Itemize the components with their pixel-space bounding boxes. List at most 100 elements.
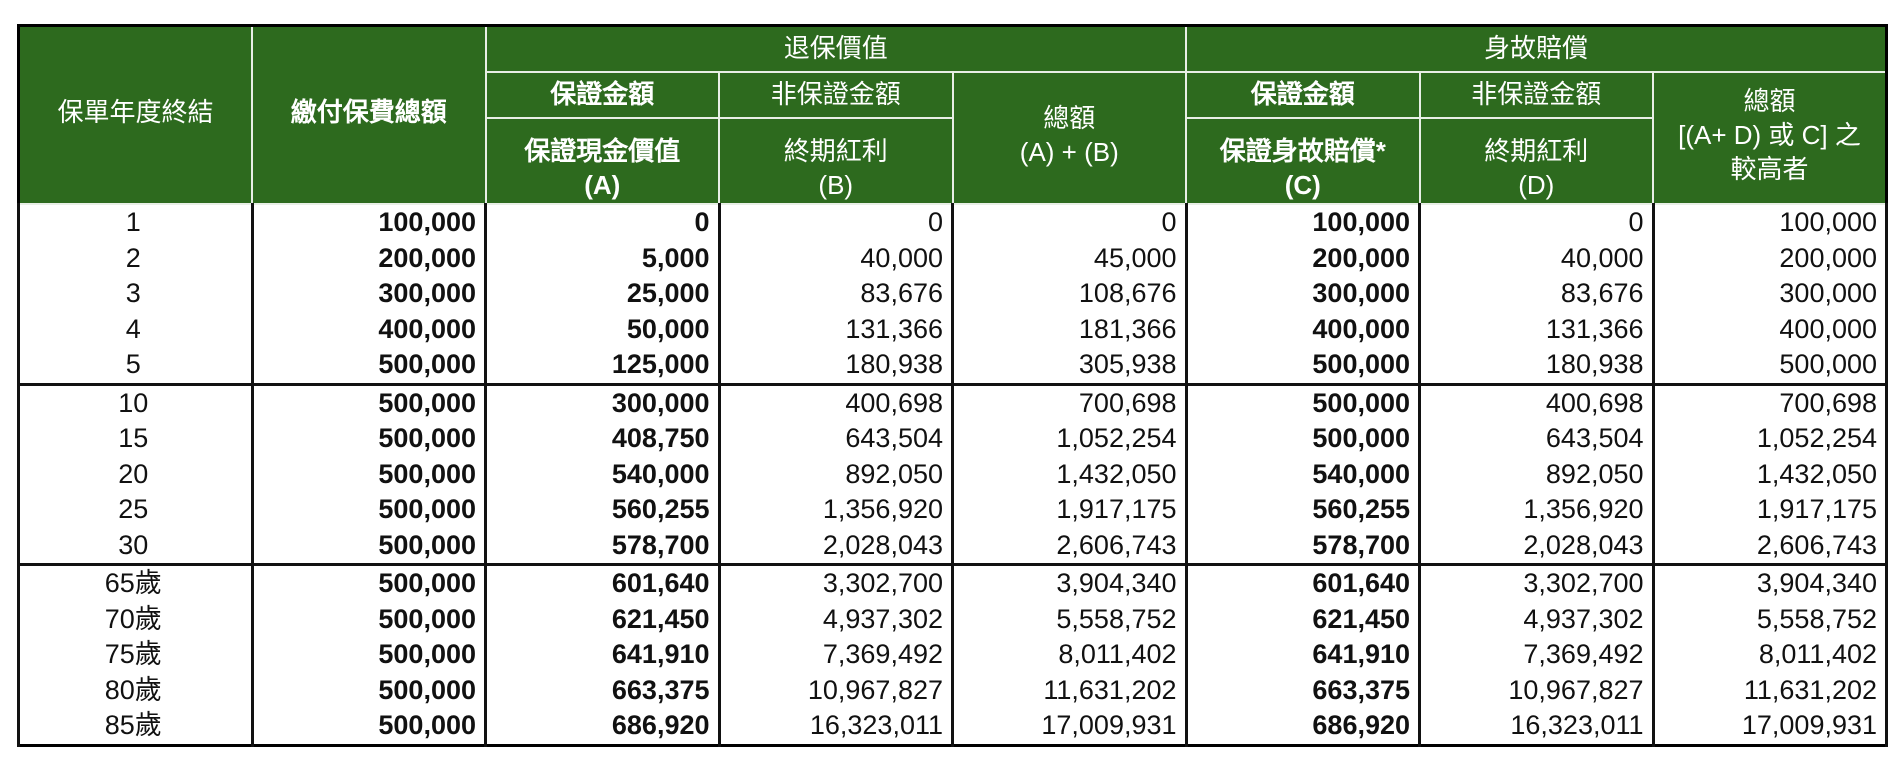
cell-guaranteed-cash-value: 0 xyxy=(484,204,721,241)
cell-total-premium: 500,000 xyxy=(250,637,487,673)
cell-policy-year: 4 xyxy=(17,311,254,347)
cell-total-premium: 500,000 xyxy=(250,563,487,602)
table-row: 30 500,000 578,700 2,028,043 2,606,743 578,70… xyxy=(17,527,1889,565)
cell-terminal-bonus-surrender: 7,369,492 xyxy=(717,637,954,673)
cell-terminal-bonus-surrender: 131,366 xyxy=(717,311,954,347)
cell-terminal-bonus-surrender: 10,967,827 xyxy=(717,672,954,708)
cell-guaranteed-death-benefit: 601,640 xyxy=(1184,563,1422,602)
cell-guaranteed-cash-value: 621,450 xyxy=(484,601,721,637)
header-col-d-code: (D) xyxy=(1518,170,1555,201)
header-col-b-code: (B) xyxy=(818,170,854,201)
cell-terminal-bonus-surrender: 400,698 xyxy=(717,382,954,421)
cell-surrender-total: 1,432,050 xyxy=(951,456,1188,492)
table-row: 1 100,000 0 0 0 100,000 0 100,000 xyxy=(17,204,1889,241)
cell-terminal-bonus-death: 3,302,700 xyxy=(1418,563,1655,602)
header-death-total-suffix: 較高者 xyxy=(1730,153,1809,184)
cell-guaranteed-death-benefit: 100,000 xyxy=(1184,204,1422,241)
cell-death-total: 100,000 xyxy=(1651,204,1889,241)
cell-surrender-total: 8,011,402 xyxy=(951,637,1188,673)
cell-guaranteed-death-benefit: 400,000 xyxy=(1184,311,1422,347)
cell-terminal-bonus-death: 40,000 xyxy=(1418,240,1655,276)
table-row: 10 500,000 300,000 400,698 700,698 500,000 400… xyxy=(17,382,1889,421)
cell-guaranteed-cash-value: 578,700 xyxy=(484,527,721,565)
header-surrender-non-guaranteed: 非保證金額 xyxy=(718,71,954,119)
cell-surrender-total: 2,606,743 xyxy=(951,527,1188,565)
cell-guaranteed-death-benefit: 686,920 xyxy=(1184,708,1422,745)
header-death-guaranteed: 保證金額 xyxy=(1185,71,1421,119)
cell-death-total: 11,631,202 xyxy=(1651,672,1889,708)
cell-guaranteed-cash-value: 300,000 xyxy=(484,382,721,421)
cell-surrender-total: 1,917,175 xyxy=(951,492,1188,528)
cell-terminal-bonus-death: 643,504 xyxy=(1418,421,1655,457)
cell-guaranteed-death-benefit: 578,700 xyxy=(1184,527,1422,565)
cell-guaranteed-cash-value: 686,920 xyxy=(484,708,721,745)
table-header: 保單年度終結 繳付保費總額 退保價值 身故賠償 保證金額 非保證金額 總額 (A… xyxy=(17,24,1888,205)
table-body: 1 100,000 0 0 0 100,000 0 100,000 2 200,000 5,000 4… xyxy=(17,204,1889,745)
cell-guaranteed-cash-value: 50,000 xyxy=(484,311,721,347)
cell-surrender-total: 181,366 xyxy=(951,311,1188,347)
header-death-total-formula: [(A+ D) 或 C] 之 xyxy=(1678,120,1861,151)
cell-policy-year: 75歲 xyxy=(17,637,254,673)
cell-guaranteed-death-benefit: 200,000 xyxy=(1184,240,1422,276)
cell-guaranteed-cash-value: 560,255 xyxy=(484,492,721,528)
header-col-a-title: 保證現金價值 xyxy=(524,136,681,167)
cell-death-total: 500,000 xyxy=(1651,347,1889,384)
cell-guaranteed-death-benefit: 500,000 xyxy=(1184,347,1422,384)
cell-death-total: 2,606,743 xyxy=(1651,527,1889,565)
cell-guaranteed-death-benefit: 621,450 xyxy=(1184,601,1422,637)
cell-surrender-total: 11,631,202 xyxy=(951,672,1188,708)
cell-death-total: 1,052,254 xyxy=(1651,421,1889,457)
cell-guaranteed-death-benefit: 500,000 xyxy=(1184,421,1422,457)
cell-total-premium: 100,000 xyxy=(250,204,487,241)
cell-terminal-bonus-surrender: 0 xyxy=(717,204,954,241)
cell-terminal-bonus-death: 892,050 xyxy=(1418,456,1655,492)
cell-death-total: 700,698 xyxy=(1651,382,1889,421)
cell-surrender-total: 17,009,931 xyxy=(951,708,1188,745)
cell-total-premium: 500,000 xyxy=(250,601,487,637)
cell-total-premium: 500,000 xyxy=(250,708,487,745)
cell-death-total: 300,000 xyxy=(1651,276,1889,312)
cell-terminal-bonus-death: 180,938 xyxy=(1418,347,1655,384)
cell-terminal-bonus-death: 131,366 xyxy=(1418,311,1655,347)
cell-total-premium: 500,000 xyxy=(250,347,487,384)
cell-policy-year: 3 xyxy=(17,276,254,312)
header-group-surrender-value: 退保價值 xyxy=(484,24,1188,73)
cell-total-premium: 500,000 xyxy=(250,456,487,492)
header-col-a: 保證現金價值 (A) xyxy=(484,117,720,205)
header-surrender-total: 總額 (A) + (B) xyxy=(951,71,1188,205)
cell-surrender-total: 45,000 xyxy=(951,240,1188,276)
header-death-total-title: 總額 xyxy=(1743,86,1796,117)
cell-surrender-total: 108,676 xyxy=(951,276,1188,312)
cell-terminal-bonus-death: 2,028,043 xyxy=(1418,527,1655,565)
cell-terminal-bonus-death: 4,937,302 xyxy=(1418,601,1655,637)
cell-total-premium: 300,000 xyxy=(250,276,487,312)
cell-terminal-bonus-death: 83,676 xyxy=(1418,276,1655,312)
cell-terminal-bonus-surrender: 643,504 xyxy=(717,421,954,457)
cell-surrender-total: 305,938 xyxy=(951,347,1188,384)
table-row: 20 500,000 540,000 892,050 1,432,050 540,000 8… xyxy=(17,456,1889,492)
cell-terminal-bonus-surrender: 892,050 xyxy=(717,456,954,492)
cell-surrender-total: 0 xyxy=(951,204,1188,241)
cell-policy-year: 65歲 xyxy=(17,563,254,602)
table-row: 85歲 500,000 686,920 16,323,011 17,009,931 686… xyxy=(17,708,1889,745)
header-col-b-title: 終期紅利 xyxy=(783,136,888,167)
header-total-premium-paid: 繳付保費總額 xyxy=(251,24,487,205)
table-row: 4 400,000 50,000 131,366 181,366 400,000 131,3… xyxy=(17,311,1889,347)
cell-terminal-bonus-surrender: 16,323,011 xyxy=(717,708,954,745)
cell-total-premium: 500,000 xyxy=(250,421,487,457)
cell-guaranteed-cash-value: 408,750 xyxy=(484,421,721,457)
cell-policy-year: 25 xyxy=(17,492,254,528)
cell-terminal-bonus-death: 7,369,492 xyxy=(1418,637,1655,673)
cell-death-total: 1,917,175 xyxy=(1651,492,1889,528)
cell-guaranteed-cash-value: 641,910 xyxy=(484,637,721,673)
cell-terminal-bonus-surrender: 40,000 xyxy=(717,240,954,276)
cell-policy-year: 80歲 xyxy=(17,672,254,708)
cell-guaranteed-cash-value: 5,000 xyxy=(484,240,721,276)
header-group-death-benefit: 身故賠償 xyxy=(1185,24,1888,73)
cell-death-total: 1,432,050 xyxy=(1651,456,1889,492)
header-death-total: 總額 [(A+ D) 或 C] 之 較高者 xyxy=(1652,71,1888,205)
cell-death-total: 3,904,340 xyxy=(1651,563,1889,602)
table-row: 80歲 500,000 663,375 10,967,827 11,631,202 663… xyxy=(17,672,1889,708)
header-surrender-total-formula: (A) + (B) xyxy=(1019,137,1119,167)
cell-terminal-bonus-death: 1,356,920 xyxy=(1418,492,1655,528)
